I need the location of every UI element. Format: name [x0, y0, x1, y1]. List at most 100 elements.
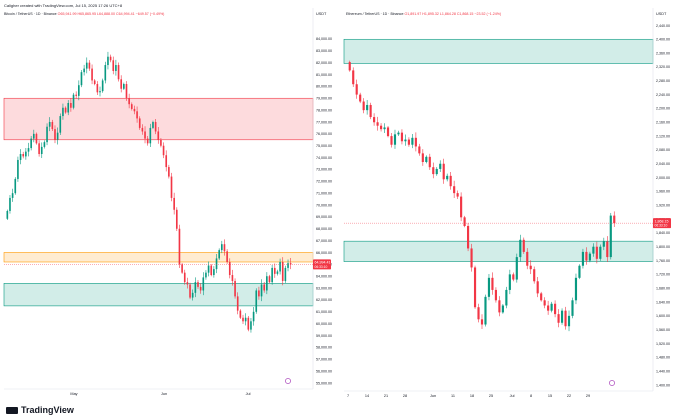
btc-chart[interactable]: USDT 84,000.00 83,000.00 82,000.00 81,000.00… [0, 0, 340, 400]
eth-candle [491, 272, 494, 295]
btc-candle [62, 103, 64, 120]
btc-candle [250, 317, 252, 333]
eth-candle [564, 306, 567, 330]
btc-candle [9, 194, 11, 214]
btc-candle [141, 124, 144, 135]
btc-candle [64, 106, 67, 114]
btc-candle [152, 120, 154, 130]
eth-candle [470, 243, 473, 272]
eth-y-tick: 2,040.00 [656, 162, 670, 166]
btc-candle [255, 288, 258, 314]
eth-timezone-icon[interactable] [609, 380, 615, 386]
eth-candle [599, 244, 602, 261]
eth-candle [421, 149, 424, 166]
eth-y-tick: 1,720.00 [656, 273, 670, 277]
btc-candle [271, 264, 273, 285]
eth-candle [609, 212, 612, 260]
btc-candle [234, 278, 236, 299]
btc-candle [99, 86, 101, 97]
eth-candle [348, 60, 351, 72]
eth-candle [418, 143, 421, 156]
eth-y-tick: 2,120.00 [656, 134, 670, 138]
btc-candle [67, 100, 70, 116]
eth-chart[interactable]: USDT 2,440.00 2,400.00 2,360.00 2,320.00 2,28… [340, 0, 680, 400]
svg-text:06:33:10: 06:33:10 [315, 265, 328, 269]
btc-y-tick: 78,000.00 [316, 108, 332, 112]
eth-x-tick: 29 [586, 394, 590, 398]
eth-candle [463, 215, 466, 228]
eth-candle [494, 287, 498, 303]
btc-candle [162, 142, 165, 159]
btc-candle [213, 266, 215, 278]
btc-candle [22, 151, 25, 159]
eth-candle [404, 134, 407, 146]
eth-y-tick: 2,280.00 [656, 79, 670, 83]
eth-candle [505, 286, 508, 309]
btc-candle [239, 309, 242, 320]
svg-text:1,868.15: 1,868.15 [655, 219, 669, 223]
btc-y-tick: 70,000.00 [316, 203, 332, 207]
eth-y-tick: 2,400.00 [656, 38, 670, 42]
btc-y-tick: 72,000.00 [316, 180, 332, 184]
btc-candle [199, 283, 202, 294]
eth-y-tick: 2,200.00 [656, 107, 670, 111]
eth-zone [343, 38, 654, 64]
btc-timezone-icon[interactable] [285, 378, 291, 384]
eth-candle [428, 153, 431, 170]
btc-candle [263, 281, 266, 293]
eth-candle [522, 237, 525, 254]
btc-candle [183, 269, 186, 285]
eth-candle [526, 248, 529, 270]
btc-candle [70, 98, 72, 112]
btc-candle [205, 270, 207, 280]
eth-x-tick: Jul [510, 394, 515, 398]
eth-candle [557, 309, 560, 328]
btc-candle [197, 279, 199, 289]
btc-candle [231, 269, 234, 286]
btc-candle [186, 277, 189, 289]
btc-candle [43, 140, 46, 149]
eth-candle [386, 125, 390, 138]
btc-y-tick: 75,000.00 [316, 144, 332, 148]
btc-candle [75, 91, 77, 99]
btc-candle [281, 257, 284, 286]
eth-candle [466, 222, 470, 252]
eth-y-tick: 1,480.00 [656, 356, 670, 360]
btc-candle [133, 105, 136, 115]
eth-candle [484, 294, 487, 327]
btc-candle [14, 177, 17, 195]
btc-y-tick: 58,000.00 [316, 346, 332, 350]
svg-text:06:33:10: 06:33:10 [655, 224, 668, 228]
btc-candle [287, 259, 289, 272]
btc-y-tick: 81,000.00 [316, 73, 332, 77]
eth-title: Ethereum / TetherUS · 1D · Binance [346, 12, 404, 16]
eth-candle [435, 167, 438, 176]
eth-candle [536, 277, 539, 298]
btc-candle [130, 102, 133, 111]
eth-candle [376, 116, 379, 131]
eth-candle [560, 308, 564, 325]
btc-y-tick: 82,000.00 [316, 61, 332, 65]
btc-candle [51, 119, 54, 132]
btc-candle [136, 106, 138, 123]
svg-text:64,994.41: 64,994.41 [315, 261, 331, 265]
eth-candle [567, 310, 571, 332]
btc-candle [78, 80, 80, 101]
btc-candle [252, 306, 255, 326]
eth-candle [362, 98, 365, 114]
btc-candle [247, 315, 250, 332]
btc-y-tick: 60,000.00 [316, 322, 332, 326]
eth-y-tick: 2,000.00 [656, 176, 670, 180]
btc-candle [25, 147, 27, 160]
eth-candle [477, 303, 480, 323]
btc-header: Bitcoin / TetherUS · 1D · Binance O65,94… [4, 12, 164, 16]
eth-candle [460, 192, 463, 222]
btc-candle [91, 64, 93, 85]
eth-y-tick: 1,680.00 [656, 287, 670, 291]
btc-candle [146, 136, 149, 146]
btc-candle [173, 192, 175, 215]
btc-title: Bitcoin / TetherUS · 1D · Binance [4, 12, 57, 16]
btc-candle [191, 289, 194, 301]
btc-candle [218, 248, 220, 261]
